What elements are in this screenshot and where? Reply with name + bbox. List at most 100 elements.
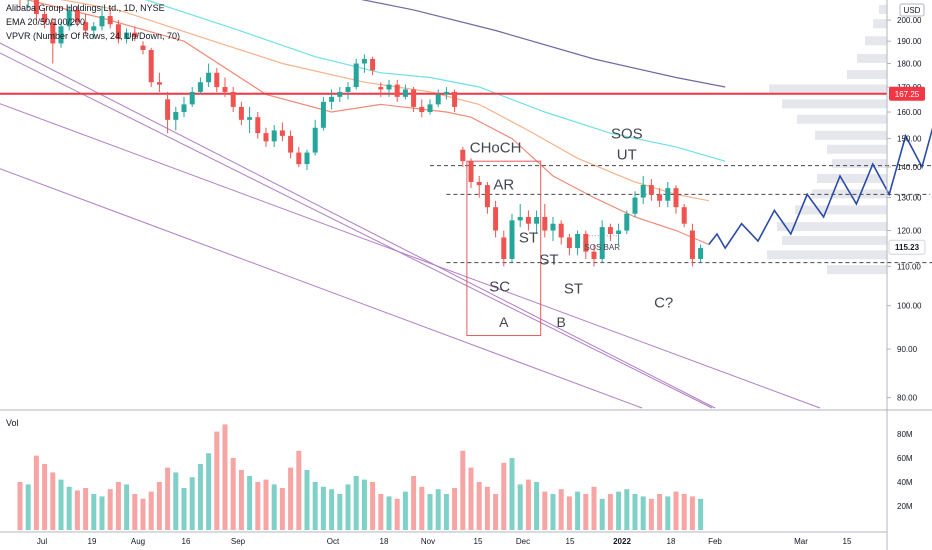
candle-body [591,251,597,259]
time-tick-label: Oct [327,537,340,546]
candle-body [419,106,425,113]
time-tick-label: 15 [474,537,483,546]
volume-bar [156,482,162,530]
volume-bar [320,486,326,530]
candle-body [460,149,466,162]
candle-body [525,217,531,224]
volume-bar [542,491,548,530]
candle-body [648,185,654,195]
volume-bar [353,476,359,530]
volume-tick-label: 40M [897,478,913,487]
volume-bar [181,488,187,530]
volume-bar [640,496,646,530]
volume-bar [427,494,433,530]
accumulation-box-rect [466,160,542,337]
candle-body [140,45,146,50]
volume-bar [361,479,367,530]
candle-body [222,87,228,92]
vpvr-indicator-label[interactable]: VPVR (Number Of Rows, 24, Up/Down, 70) [6,31,180,41]
time-tick-label: Aug [131,537,145,546]
price-tick-label: 80.00 [897,394,918,403]
volume-bar [33,455,39,530]
price-tick-label: 160.00 [897,108,922,117]
candle-body [156,82,162,85]
volume-bar [189,477,195,530]
candle-body [337,91,343,97]
candle-body [558,223,564,238]
volume-bar [698,498,704,530]
volume-tick-label: 60M [897,454,913,463]
channel-line [0,168,643,409]
candle-body [107,16,113,25]
annotation-label: AR [493,177,514,194]
candle-body [288,135,294,153]
volume-bar [50,472,56,530]
candle-body [206,72,212,83]
volume-bar [534,482,540,530]
time-tick-label: 19 [88,537,97,546]
volume-profile [767,4,887,275]
range-levels [430,165,932,264]
candle-body [296,152,302,165]
volume-bar [493,494,499,530]
volume-bar [263,479,269,530]
volume-bar [132,494,138,530]
volume-bar [681,494,687,530]
time-tick-label: Sep [231,537,246,546]
annotation-label: B [557,314,566,330]
current-price-tag [888,239,926,255]
volume-bar [345,484,351,530]
ema-indicator-label[interactable]: EMA 20/50/100/200 [6,17,85,27]
volume-bar [566,496,572,530]
candle-body [542,217,548,231]
volume-bar [312,482,318,530]
volume-bar [222,424,228,530]
candle-body [247,117,253,120]
profile-row [769,84,887,94]
candle-body [50,22,56,44]
candle-body [42,13,48,23]
profile-row [797,114,887,124]
candle-body [230,91,236,107]
candle-body [279,130,285,136]
candle-body [402,89,408,97]
projection-line [708,127,932,250]
channel-line [0,103,821,409]
price-tick-label: 200.00 [897,16,922,25]
price-tick-label: 100.00 [897,302,922,311]
candle-body [271,130,277,142]
symbol-title[interactable]: Alibaba Group Holdings Ltd., 1D, NYSE [6,3,165,13]
candle-body [74,9,80,23]
annotation-label: SC [489,278,510,295]
candle-body [58,26,64,44]
candle-body [599,227,605,259]
candlesticks [19,0,704,267]
profile-row [857,53,887,63]
volume-bar [214,431,220,530]
candle-body [681,207,687,224]
annotation-label: A [499,314,509,330]
volume-bar [435,489,441,530]
candle-body [665,188,671,201]
price-tick-label: 190.00 [897,37,922,46]
price-tick-label: 90.00 [897,345,918,354]
red-price-text: 167.25 [895,90,920,99]
candle-body [452,91,458,107]
candle-body [66,9,72,27]
volume-bar [509,458,515,530]
time-tick-label: 2022 [613,537,631,546]
candle-body [493,207,499,231]
candle-body [329,96,335,102]
volume-bar [665,496,671,530]
profile-row [865,36,887,46]
candle-body [124,32,130,40]
profile-row [847,70,887,80]
volume-bar [140,498,146,530]
volume-bar [657,494,663,530]
accumulation-box [466,160,542,337]
price-labels: 167.25 115.23 [888,86,926,255]
candle-body [509,220,515,259]
candle-body [550,223,556,231]
candle-body [607,227,613,234]
